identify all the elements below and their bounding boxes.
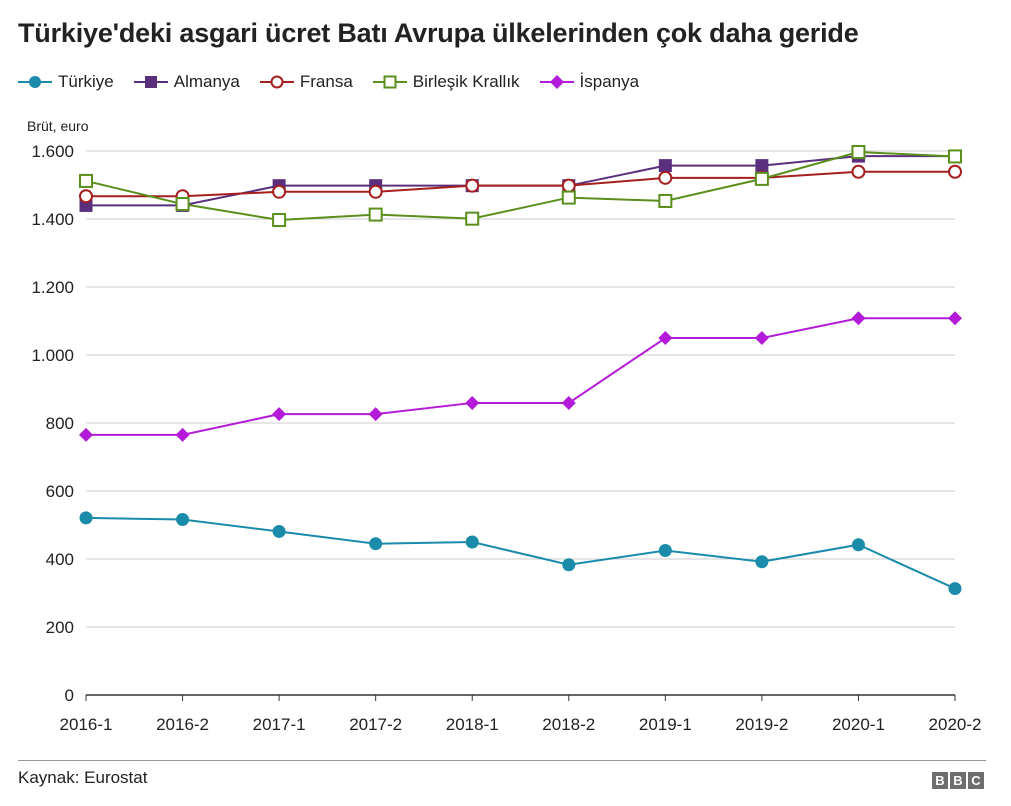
logo-letter: B bbox=[932, 772, 948, 789]
y-axis-label: Brüt, euro bbox=[27, 118, 89, 134]
data-point bbox=[368, 184, 383, 199]
series-almanya bbox=[79, 149, 962, 212]
data-point bbox=[851, 538, 865, 552]
data-point bbox=[658, 159, 672, 173]
legend-marker-open-circle-icon bbox=[259, 75, 294, 89]
data-point bbox=[658, 544, 672, 557]
data-point bbox=[561, 395, 576, 410]
x-tick-label: 2020-2 bbox=[929, 715, 982, 734]
bbc-logo: B B C bbox=[930, 772, 984, 789]
x-tick-label: 2020-1 bbox=[832, 715, 885, 734]
footer-divider bbox=[18, 760, 986, 761]
data-point bbox=[369, 537, 383, 551]
source-note: Kaynak: Eurostat bbox=[18, 768, 148, 787]
data-point bbox=[176, 513, 190, 527]
legend-label-turkiye: Türkiye bbox=[58, 72, 114, 91]
data-point bbox=[754, 331, 769, 345]
data-point bbox=[272, 524, 286, 538]
legend-label-ispanya: İspanya bbox=[579, 72, 640, 91]
data-point bbox=[658, 170, 673, 185]
legend-marker-diamond-icon bbox=[539, 75, 574, 89]
data-point bbox=[465, 395, 480, 410]
line-chart: Brüt, euro 0 200 400 600 800 1.000 1.200 1.400 1.… bbox=[27, 118, 982, 734]
data-point bbox=[851, 311, 866, 326]
y-tick-label: 0 bbox=[65, 686, 74, 705]
data-point bbox=[658, 331, 673, 345]
x-tick-label: 2016-1 bbox=[60, 715, 113, 734]
series-birle-ik-krall-k bbox=[79, 145, 962, 228]
x-tick-label: 2018-1 bbox=[446, 715, 499, 734]
chart-title: Türkiye'deki asgari ücret Batı Avrupa ül… bbox=[18, 18, 859, 48]
y-tick-label: 1.000 bbox=[31, 346, 74, 365]
legend-item-birlesik-krallik: Birleşik Krallık bbox=[372, 72, 520, 92]
legend-item-turkiye: Türkiye bbox=[18, 72, 114, 92]
data-point bbox=[465, 178, 480, 193]
series-line bbox=[86, 155, 955, 207]
legend-label-almanya: Almanya bbox=[173, 72, 240, 91]
legend-marker-circle-icon bbox=[18, 76, 52, 88]
legend-item-ispanya: İspanya bbox=[539, 72, 640, 92]
data-point bbox=[465, 535, 479, 549]
data-point bbox=[561, 190, 576, 205]
series-line bbox=[86, 170, 955, 198]
y-tick-label: 1.600 bbox=[31, 142, 74, 161]
data-point bbox=[948, 311, 962, 326]
data-point bbox=[79, 173, 93, 188]
series-line bbox=[85, 516, 956, 590]
x-tick-label: 2019-1 bbox=[639, 715, 692, 734]
data-point bbox=[79, 511, 93, 525]
data-point bbox=[562, 558, 576, 572]
series-fransa bbox=[79, 164, 962, 204]
data-point bbox=[79, 189, 93, 204]
data-point bbox=[175, 197, 190, 212]
data-point bbox=[175, 427, 190, 442]
data-point bbox=[755, 555, 769, 569]
x-tick-label: 2018-2 bbox=[542, 715, 595, 734]
chart-legend: Türkiye Almanya Fransa Birleşik Krallık … bbox=[18, 72, 659, 92]
data-point bbox=[465, 211, 480, 226]
x-tick-label: 2017-1 bbox=[253, 715, 306, 734]
data-point bbox=[948, 164, 962, 179]
data-point bbox=[272, 213, 287, 228]
x-tick-label: 2016-2 bbox=[156, 715, 209, 734]
series-t-rkiye bbox=[79, 511, 962, 596]
data-point bbox=[272, 184, 287, 199]
legend-marker-open-square-icon bbox=[372, 75, 407, 89]
legend-item-almanya: Almanya bbox=[133, 72, 240, 92]
legend-item-fransa: Fransa bbox=[259, 72, 353, 92]
logo-letter: B bbox=[950, 772, 966, 789]
legend-marker-square-icon bbox=[133, 76, 168, 88]
y-tick-label: 400 bbox=[46, 550, 74, 569]
data-point bbox=[948, 582, 962, 596]
series-i-spanya bbox=[79, 311, 962, 442]
data-point bbox=[755, 159, 769, 173]
data-point bbox=[948, 149, 962, 164]
y-tick-label: 600 bbox=[46, 482, 74, 501]
data-point bbox=[658, 193, 673, 208]
y-tick-label: 1.400 bbox=[31, 210, 74, 229]
data-point bbox=[368, 407, 383, 422]
data-point bbox=[851, 145, 866, 160]
data-point bbox=[272, 407, 287, 422]
y-tick-label: 200 bbox=[46, 618, 74, 637]
legend-label-birlesik-krallik: Birleşik Krallık bbox=[412, 72, 520, 91]
y-tick-label: 800 bbox=[46, 414, 74, 433]
y-tick-label: 1.200 bbox=[31, 278, 74, 297]
data-point bbox=[368, 207, 383, 222]
data-point bbox=[79, 427, 93, 442]
x-tick-label: 2017-2 bbox=[349, 715, 402, 734]
data-point bbox=[851, 164, 866, 179]
series-line bbox=[85, 151, 956, 222]
data-point bbox=[754, 171, 769, 186]
x-tick-label: 2019-2 bbox=[735, 715, 788, 734]
data-point bbox=[561, 178, 576, 193]
logo-letter: C bbox=[968, 772, 984, 789]
series-line bbox=[86, 317, 955, 436]
legend-label-fransa: Fransa bbox=[299, 72, 353, 91]
